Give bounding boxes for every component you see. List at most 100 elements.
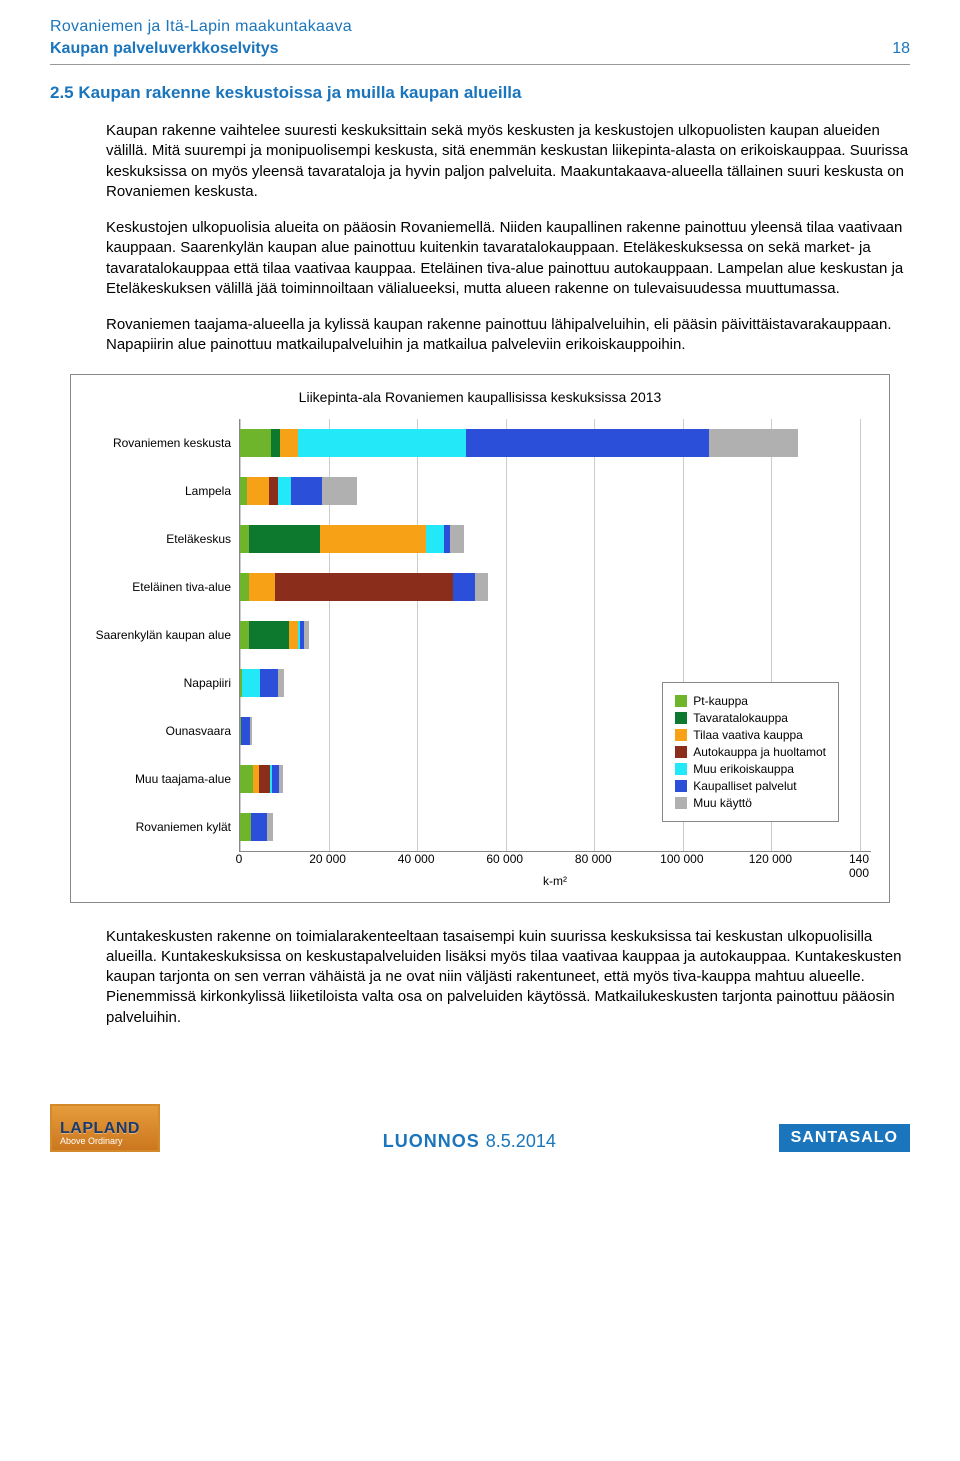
bar-row <box>240 467 860 515</box>
bar-segment <box>249 525 320 553</box>
x-axis-tick: 20 000 <box>309 852 346 866</box>
bar-segment <box>249 621 289 649</box>
bar-row <box>240 419 860 467</box>
y-axis-label: Lampela <box>89 467 239 515</box>
legend-swatch <box>675 763 687 775</box>
y-axis-label: Ounasvaara <box>89 707 239 755</box>
bar-segment <box>260 669 278 697</box>
y-axis-label: Rovaniemen kylät <box>89 803 239 851</box>
legend-item: Tilaa vaativa kauppa <box>675 728 826 742</box>
bar-segment <box>275 573 452 601</box>
axis-label: k-m² <box>239 874 871 888</box>
chart-container: Liikepinta-ala Rovaniemen kaupallisissa … <box>70 374 890 903</box>
y-axis-label: Saarenkylän kaupan alue <box>89 611 239 659</box>
lapland-logo: LAPLAND Above Ordinary <box>50 1104 160 1152</box>
bar-segment <box>291 477 322 505</box>
legend-item: Tavaratalokauppa <box>675 711 826 725</box>
paragraph: Rovaniemen taajama-alueella ja kylissä k… <box>106 315 910 356</box>
bar-segment <box>475 573 488 601</box>
legend-swatch <box>675 780 687 792</box>
bar-segment <box>272 765 279 793</box>
y-axis-label: Rovaniemen keskusta <box>89 419 239 467</box>
bar-row <box>240 563 860 611</box>
bar-segment <box>251 813 267 841</box>
legend-item: Pt-kauppa <box>675 694 826 708</box>
legend-item: Muu erikoiskauppa <box>675 762 826 776</box>
bar-segment <box>240 525 249 553</box>
legend: Pt-kauppa Tavaratalokauppa Tilaa vaativa k… <box>662 682 839 822</box>
bar-segment <box>267 813 274 841</box>
bar-segment <box>259 765 270 793</box>
bar-segment <box>271 429 280 457</box>
x-axis-tick: 60 000 <box>486 852 523 866</box>
bar-segment <box>289 621 298 649</box>
y-axis-label: Muu taajama-alue <box>89 755 239 803</box>
paragraph: Kuntakeskusten rakenne on toimialarakent… <box>106 927 910 1028</box>
x-axis-tick: 0 <box>236 852 243 866</box>
bar-segment <box>320 525 426 553</box>
x-axis-tick: 80 000 <box>575 852 612 866</box>
bar-segment <box>444 525 451 553</box>
bar-segment <box>322 477 357 505</box>
y-axis-label: Eteläinen tiva-alue <box>89 563 239 611</box>
legend-label: Autokauppa ja huoltamot <box>693 745 826 759</box>
bar-segment <box>426 525 444 553</box>
legend-swatch <box>675 695 687 707</box>
bar-segment <box>240 477 247 505</box>
legend-item: Muu käyttö <box>675 796 826 810</box>
gridline <box>860 419 861 851</box>
bar-row <box>240 515 860 563</box>
bar-row <box>240 611 860 659</box>
bar-segment <box>298 429 466 457</box>
paragraph: Keskustojen ulkopuolisia alueita on pääo… <box>106 218 910 299</box>
draft-label: LUONNOS 8.5.2014 <box>383 1131 556 1152</box>
y-axis-label: Eteläkeskus <box>89 515 239 563</box>
legend-swatch <box>675 746 687 758</box>
legend-swatch <box>675 729 687 741</box>
bar-segment <box>280 429 298 457</box>
x-axis-tick: 40 000 <box>398 852 435 866</box>
bar-segment <box>247 477 269 505</box>
legend-item: Autokauppa ja huoltamot <box>675 745 826 759</box>
x-axis-tick: 120 000 <box>749 852 792 866</box>
bar-segment <box>269 477 278 505</box>
legend-label: Kaupalliset palvelut <box>693 779 796 793</box>
doc-subtitle: Kaupan palveluverkkoselvitys <box>50 40 279 58</box>
y-axis-label: Napapiiri <box>89 659 239 707</box>
bar-segment <box>278 477 291 505</box>
legend-item: Kaupalliset palvelut <box>675 779 826 793</box>
bar-segment <box>466 429 710 457</box>
divider <box>50 64 910 65</box>
bar-segment <box>242 669 260 697</box>
legend-swatch <box>675 712 687 724</box>
legend-swatch <box>675 797 687 809</box>
bar-segment <box>240 621 249 649</box>
bar-segment <box>240 813 251 841</box>
bar-segment <box>279 765 283 793</box>
paragraph: Kaupan rakenne vaihtelee suuresti keskuk… <box>106 121 910 202</box>
logo-tagline: Above Ordinary <box>60 1136 123 1146</box>
section-title: 2.5 Kaupan rakenne keskustoissa ja muill… <box>50 83 910 103</box>
x-axis-tick: 140 000 <box>849 852 869 880</box>
legend-label: Muu erikoiskauppa <box>693 762 794 776</box>
bar-segment <box>453 573 475 601</box>
legend-label: Tavaratalokauppa <box>693 711 788 725</box>
chart-title: Liikepinta-ala Rovaniemen kaupallisissa … <box>89 389 871 405</box>
bar-segment <box>278 669 285 697</box>
santasalo-logo: SANTASALO <box>779 1124 910 1152</box>
legend-label: Pt-kauppa <box>693 694 748 708</box>
bar-segment <box>450 525 463 553</box>
bar-segment <box>240 573 249 601</box>
bar-segment <box>240 765 253 793</box>
bar-segment <box>250 717 252 745</box>
bar-segment <box>241 717 250 745</box>
bar-segment <box>249 573 276 601</box>
page-number: 18 <box>892 40 910 58</box>
x-axis-tick: 100 000 <box>660 852 703 866</box>
doc-title: Rovaniemen ja Itä-Lapin maakuntakaava <box>50 18 910 36</box>
bar-segment <box>304 621 308 649</box>
bar-segment <box>709 429 798 457</box>
legend-label: Tilaa vaativa kauppa <box>693 728 803 742</box>
bar-segment <box>240 429 271 457</box>
legend-label: Muu käyttö <box>693 796 752 810</box>
